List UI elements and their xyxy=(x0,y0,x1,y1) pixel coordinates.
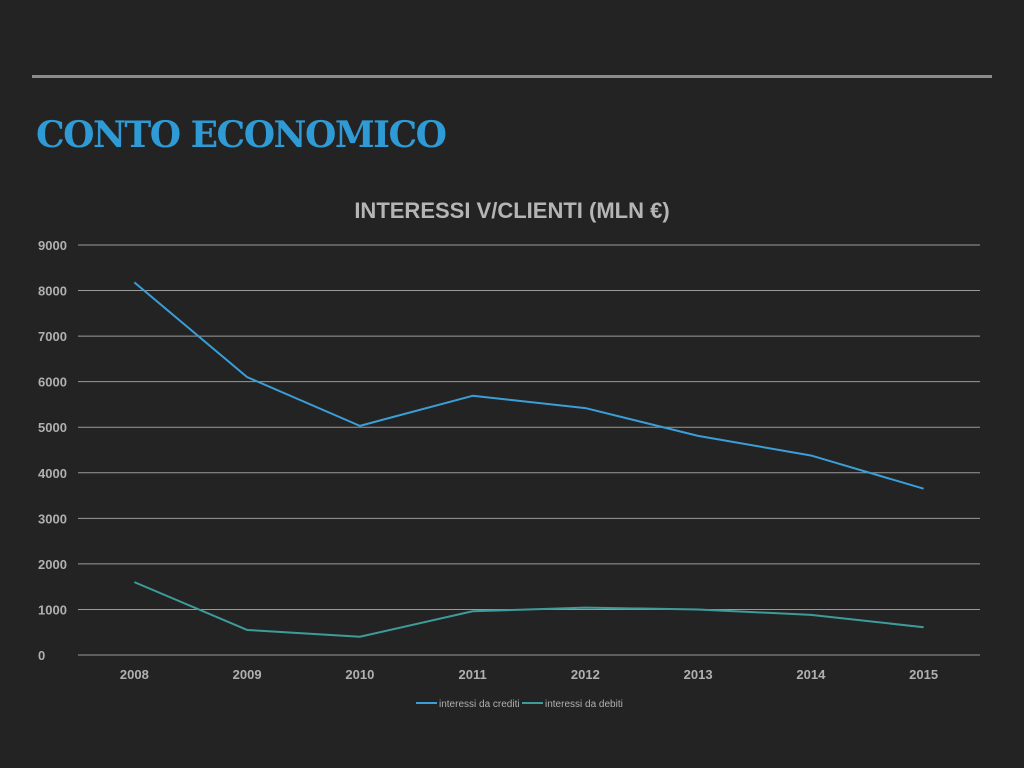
y-tick-label: 3000 xyxy=(38,511,67,526)
x-axis-ticks: 2008 2009 2010 2011 2012 2013 2014 2015 xyxy=(120,667,938,682)
x-tick-label: 2010 xyxy=(345,667,374,682)
series-line-debiti xyxy=(133,581,924,638)
y-tick-label: 9000 xyxy=(38,238,67,253)
y-tick-label: 2000 xyxy=(38,557,67,572)
y-tick-label: 8000 xyxy=(38,284,67,299)
top-divider xyxy=(32,75,992,78)
y-tick-label: 4000 xyxy=(38,466,67,481)
legend: interessi da crediti interessi da debiti xyxy=(416,699,623,710)
series-lines xyxy=(133,281,924,638)
y-tick-label: 6000 xyxy=(38,375,67,390)
legend-label: interessi da debiti xyxy=(545,699,623,710)
x-tick-label: 2012 xyxy=(571,667,600,682)
y-tick-label: 7000 xyxy=(38,329,67,344)
x-tick-label: 2011 xyxy=(459,667,487,682)
y-tick-label: 1000 xyxy=(38,602,67,617)
x-tick-label: 2014 xyxy=(796,667,826,682)
x-tick-label: 2013 xyxy=(684,667,713,682)
y-tick-label: 5000 xyxy=(38,420,67,435)
x-tick-label: 2015 xyxy=(909,667,938,682)
slide-title: CONTO ECONOMICO xyxy=(36,114,447,156)
x-tick-label: 2009 xyxy=(233,667,262,682)
gridlines xyxy=(78,244,980,656)
y-tick-label: 0 xyxy=(38,648,45,663)
series-line-crediti xyxy=(133,281,924,490)
legend-label: interessi da crediti xyxy=(439,699,520,710)
y-axis-ticks: 0 1000 2000 3000 4000 5000 6000 7000 8000 9000 xyxy=(38,238,67,663)
x-tick-label: 2008 xyxy=(120,667,149,682)
chart-title: INTERESSI V/CLIENTI (MLN €) xyxy=(354,198,669,223)
